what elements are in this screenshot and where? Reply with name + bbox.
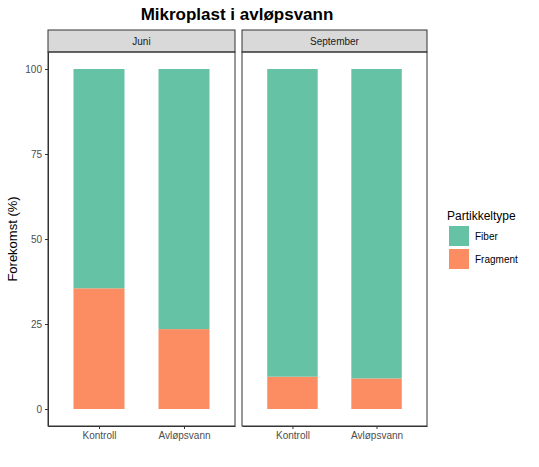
bars (267, 69, 402, 409)
y-tick: 25 (31, 319, 48, 330)
y-tick: 75 (31, 149, 48, 160)
panel-border (242, 52, 427, 426)
legend: Partikkeltype Fiber Fragment (447, 209, 518, 269)
legend-key (449, 226, 469, 246)
facet-strip (242, 30, 427, 52)
x-axis-line (49, 426, 236, 427)
x-tick-label: Avløpsvann (351, 430, 403, 441)
x-tick-mark (292, 426, 293, 429)
facet-strip (48, 30, 235, 52)
x-tick-mark (184, 426, 185, 429)
x-tick: Kontroll (83, 426, 117, 441)
bar (159, 329, 210, 409)
y-tick-label: 0 (36, 404, 42, 415)
panel-border (48, 52, 235, 426)
bar (74, 288, 125, 409)
y-tick-mark (45, 69, 48, 70)
y-tick-label: 100 (25, 64, 42, 75)
legend-label: Fragment (475, 254, 518, 265)
x-tick: Avløpsvann (158, 426, 210, 441)
bar (159, 69, 210, 329)
x-tick-label: Avløpsvann (158, 430, 210, 441)
x-tick: Avløpsvann (351, 426, 403, 441)
x-tick-mark (99, 426, 100, 429)
y-tick-mark (45, 324, 48, 325)
x-axis: Kontroll Avløpsvann (49, 426, 236, 441)
x-tick-mark (377, 426, 378, 429)
facet-label: Juni (132, 36, 150, 47)
bar (351, 69, 401, 378)
y-axis: 0 25 50 75 100 (25, 53, 48, 427)
y-axis-line (48, 53, 49, 427)
bar (351, 378, 401, 409)
x-tick-label: Kontroll (276, 430, 310, 441)
y-tick-label: 25 (31, 319, 43, 330)
y-tick: 100 (25, 64, 48, 75)
y-tick: 0 (36, 404, 48, 415)
x-tick: Kontroll (276, 426, 310, 441)
title: Mikroplast i avløpsvann (141, 5, 334, 24)
chart: Mikroplast i avløpsvann Forekomst (%) Juni… (0, 0, 539, 467)
bar (74, 69, 125, 288)
bars (74, 69, 210, 409)
legend-label: Fiber (475, 231, 498, 242)
y-tick-label: 50 (31, 234, 43, 245)
x-tick-label: Kontroll (83, 430, 117, 441)
y-tick-mark (45, 409, 48, 410)
bar (267, 69, 317, 377)
y-tick: 50 (31, 234, 48, 245)
y-axis-title: Forekomst (%) (5, 196, 20, 281)
facet-label: September (310, 36, 360, 47)
x-axis: Kontroll Avløpsvann (243, 426, 428, 441)
legend-title: Partikkeltype (447, 209, 516, 223)
bar (267, 377, 317, 409)
y-tick-label: 75 (31, 149, 43, 160)
y-tick-mark (45, 154, 48, 155)
legend-key (449, 249, 469, 269)
y-tick-mark (45, 239, 48, 240)
background (0, 0, 539, 467)
x-axis-line (243, 426, 428, 427)
